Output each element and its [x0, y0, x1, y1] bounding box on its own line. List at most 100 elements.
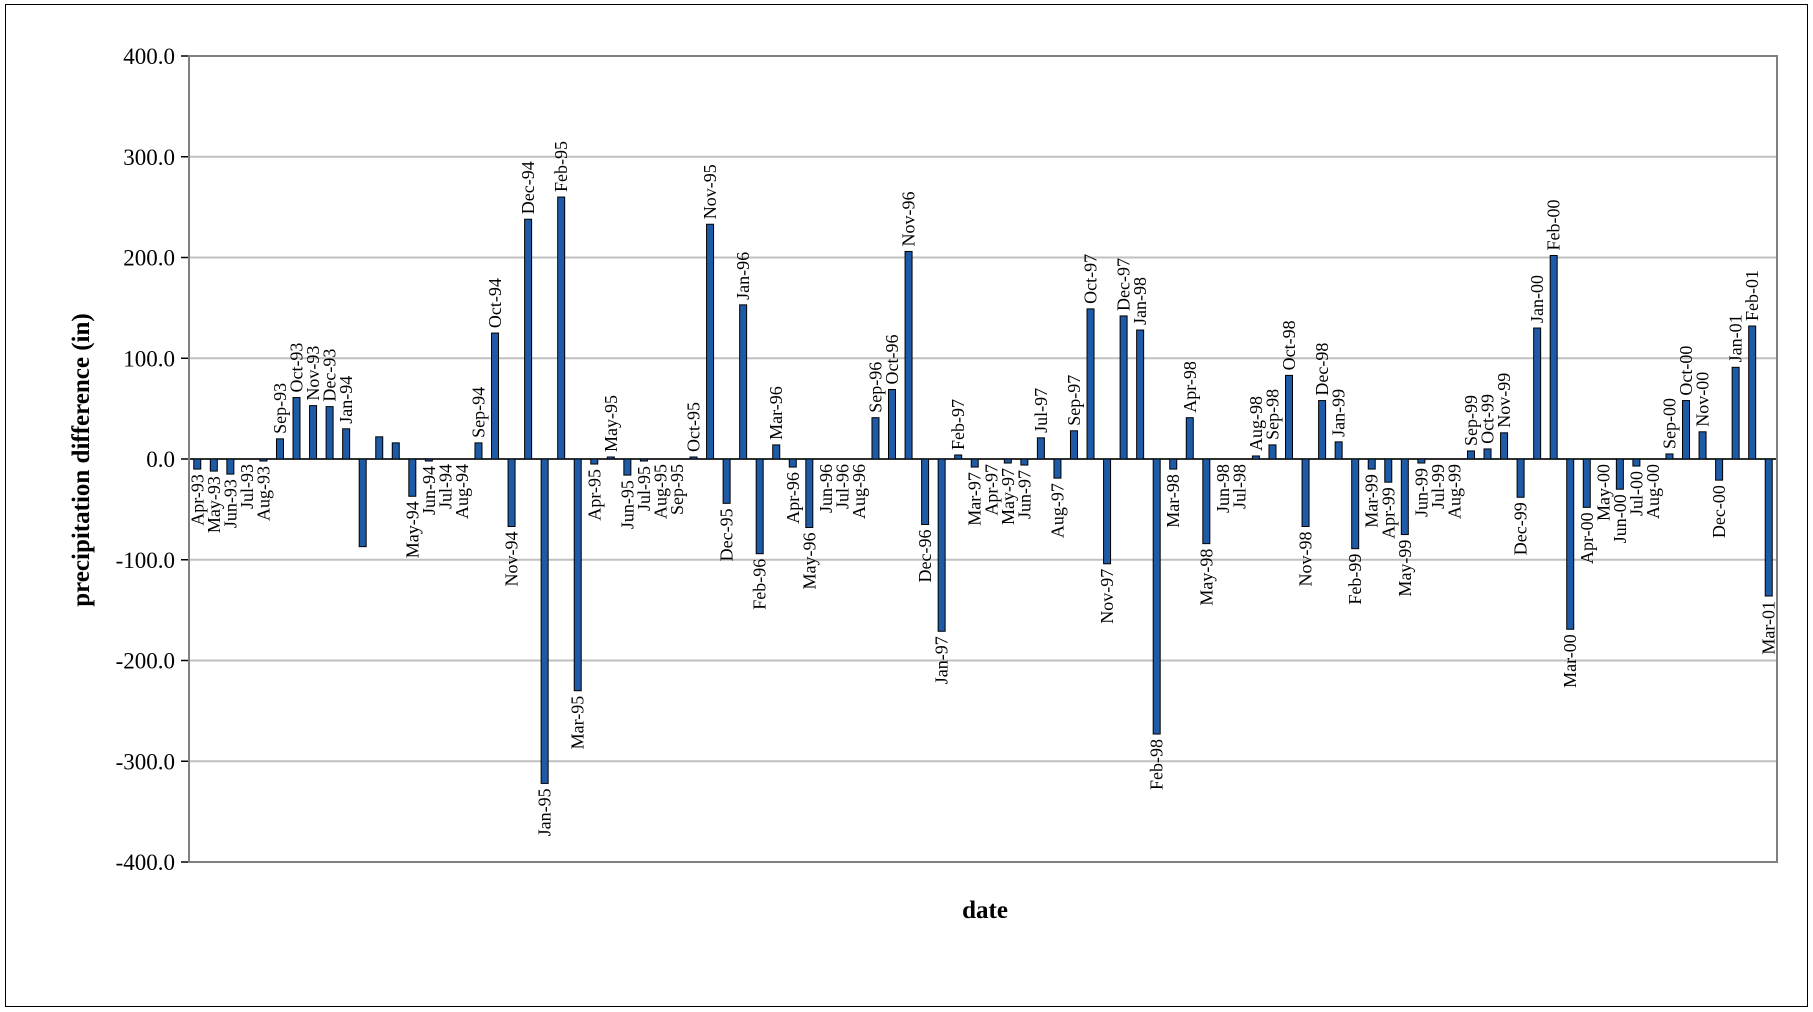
- bar-label-Jul-97: Jul-97: [1031, 388, 1051, 433]
- bar-Oct-93: [292, 397, 301, 460]
- bar-label-Jan-95: Jan-95: [535, 788, 555, 836]
- bar-Apr-99: [1384, 458, 1393, 483]
- bar-label-Mar-00: Mar-00: [1560, 634, 1580, 688]
- bar-label-Jan-96: Jan-96: [733, 252, 753, 300]
- bar-label-Nov-95: Nov-95: [700, 164, 720, 219]
- bar-label-Apr-97: Apr-97: [981, 464, 1001, 516]
- bar-label-Jul-98: Jul-98: [1229, 464, 1249, 509]
- chart-frame: [5, 4, 1808, 1007]
- bar-label-Sep-94: Sep-94: [468, 387, 488, 438]
- y-tick-label: -300.0: [116, 749, 175, 774]
- bar-label-Jul-94: Jul-94: [435, 464, 455, 509]
- bar-Feb-95: [557, 196, 566, 460]
- bar-Dec-98: [1318, 400, 1327, 460]
- bar-label-Apr-99: Apr-99: [1378, 487, 1398, 539]
- bar-label-Dec-94: Dec-94: [518, 161, 538, 214]
- bar-label-Jun-96: Jun-96: [816, 464, 836, 513]
- bar-label-Jul-00: Jul-00: [1626, 471, 1646, 516]
- bar-Sep-97: [1069, 430, 1078, 460]
- bar-label-Sep-93: Sep-93: [270, 383, 290, 434]
- bar-label-Dec-93: Dec-93: [320, 349, 340, 402]
- bar-label-Dec-97: Dec-97: [1114, 258, 1134, 311]
- bar-label-Nov-00: Nov-00: [1693, 372, 1713, 427]
- bar-Dec-94: [524, 218, 533, 460]
- bar-Sep-98: [1268, 444, 1277, 460]
- bar-label-Apr-98: Apr-98: [1180, 361, 1200, 413]
- bar-Sep-00: [1665, 453, 1674, 460]
- bar-Dec-97: [1119, 315, 1128, 460]
- bar-Nov-97: [1103, 458, 1112, 565]
- bar-Oct-95: [689, 456, 698, 460]
- bar-label-Apr-93: Apr-93: [187, 474, 207, 526]
- bar-Nov-98: [1301, 458, 1310, 528]
- bar-Mar-01: [1764, 458, 1773, 597]
- bar-Apr-96: [788, 458, 797, 468]
- bar-Jun-94: [424, 458, 433, 462]
- bar-Mar-94: [375, 436, 384, 460]
- bar-Apr-93: [193, 458, 202, 470]
- bar-label-Feb-97: Feb-97: [948, 399, 968, 450]
- bar-label-Aug-99: Aug-99: [1444, 464, 1464, 519]
- bar-Apr-95: [590, 458, 599, 465]
- bar-label-Mar-97: Mar-97: [965, 472, 985, 526]
- y-tick-label: 400.0: [123, 44, 175, 69]
- bar-Sep-93: [275, 438, 284, 460]
- bar-May-99: [1400, 458, 1409, 536]
- bar-label-May-94: May-94: [402, 501, 422, 558]
- bar-label-Sep-98: Sep-98: [1262, 389, 1282, 440]
- bar-Nov-94: [507, 458, 516, 528]
- bar-Jan-95: [540, 458, 549, 784]
- bar-Oct-96: [888, 388, 897, 460]
- bar-Jan-01: [1731, 366, 1740, 460]
- bar-label-Mar-99: Mar-99: [1362, 474, 1382, 528]
- bar-Feb-96: [755, 458, 764, 555]
- x-axis-label: date: [962, 897, 1008, 924]
- bar-label-Nov-99: Nov-99: [1494, 373, 1514, 428]
- bar-label-Aug-93: Aug-93: [253, 466, 273, 521]
- bar-label-Jan-98: Jan-98: [1130, 277, 1150, 325]
- bar-Jan-00: [1533, 327, 1542, 460]
- bar-label-May-99: May-99: [1395, 540, 1415, 597]
- bar-label-Jan-97: Jan-97: [932, 636, 952, 684]
- bar-label-May-97: May-97: [998, 468, 1018, 525]
- bar-Feb-01: [1748, 325, 1757, 460]
- bar-label-Mar-96: Mar-96: [766, 386, 786, 440]
- bar-label-Feb-01: Feb-01: [1742, 270, 1762, 321]
- bar-label-Oct-97: Oct-97: [1081, 254, 1101, 304]
- bar-label-Dec-96: Dec-96: [915, 529, 935, 582]
- bar-label-Sep-00: Sep-00: [1659, 398, 1679, 449]
- bar-label-Mar-98: Mar-98: [1163, 474, 1183, 528]
- bar-Apr-98: [1185, 417, 1194, 460]
- bar-Nov-96: [904, 250, 913, 460]
- bar-label-Jan-01: Jan-01: [1726, 314, 1746, 362]
- bar-label-Mar-95: Mar-95: [568, 696, 588, 750]
- bar-Nov-95: [706, 223, 715, 460]
- bars: [193, 196, 1773, 784]
- bar-Mar-98: [1169, 458, 1178, 470]
- bar-label-Feb-99: Feb-99: [1345, 554, 1365, 605]
- bar-Jun-99: [1417, 458, 1426, 464]
- bar-Jun-97: [1020, 458, 1029, 466]
- bar-Jun-93: [226, 458, 235, 475]
- bar-Sep-99: [1466, 450, 1475, 460]
- bar-Dec-00: [1715, 458, 1724, 481]
- bar-Jan-97: [937, 458, 946, 632]
- y-axis-label: precipitation difference (in): [68, 313, 95, 607]
- bar-label-Dec-98: Dec-98: [1312, 343, 1332, 396]
- bar-label-Aug-00: Aug-00: [1643, 464, 1663, 519]
- bar-label-Feb-00: Feb-00: [1544, 199, 1564, 250]
- bar-label-Apr-95: Apr-95: [584, 469, 604, 521]
- bar-label-Jun-98: Jun-98: [1213, 464, 1233, 513]
- bar-label-Aug-96: Aug-96: [849, 464, 869, 519]
- bar-Apr-00: [1582, 458, 1591, 508]
- bar-May-96: [805, 458, 814, 529]
- bar-Mar-95: [573, 458, 582, 692]
- y-tick-label: 200.0: [123, 246, 175, 271]
- bar-label-May-96: May-96: [799, 533, 819, 590]
- bar-Oct-97: [1086, 308, 1095, 460]
- bar-May-93: [209, 458, 218, 472]
- bar-label-Oct-95: Oct-95: [684, 402, 704, 452]
- bar-Aug-93: [259, 458, 268, 462]
- bar-label-Jan-00: Jan-00: [1527, 275, 1547, 323]
